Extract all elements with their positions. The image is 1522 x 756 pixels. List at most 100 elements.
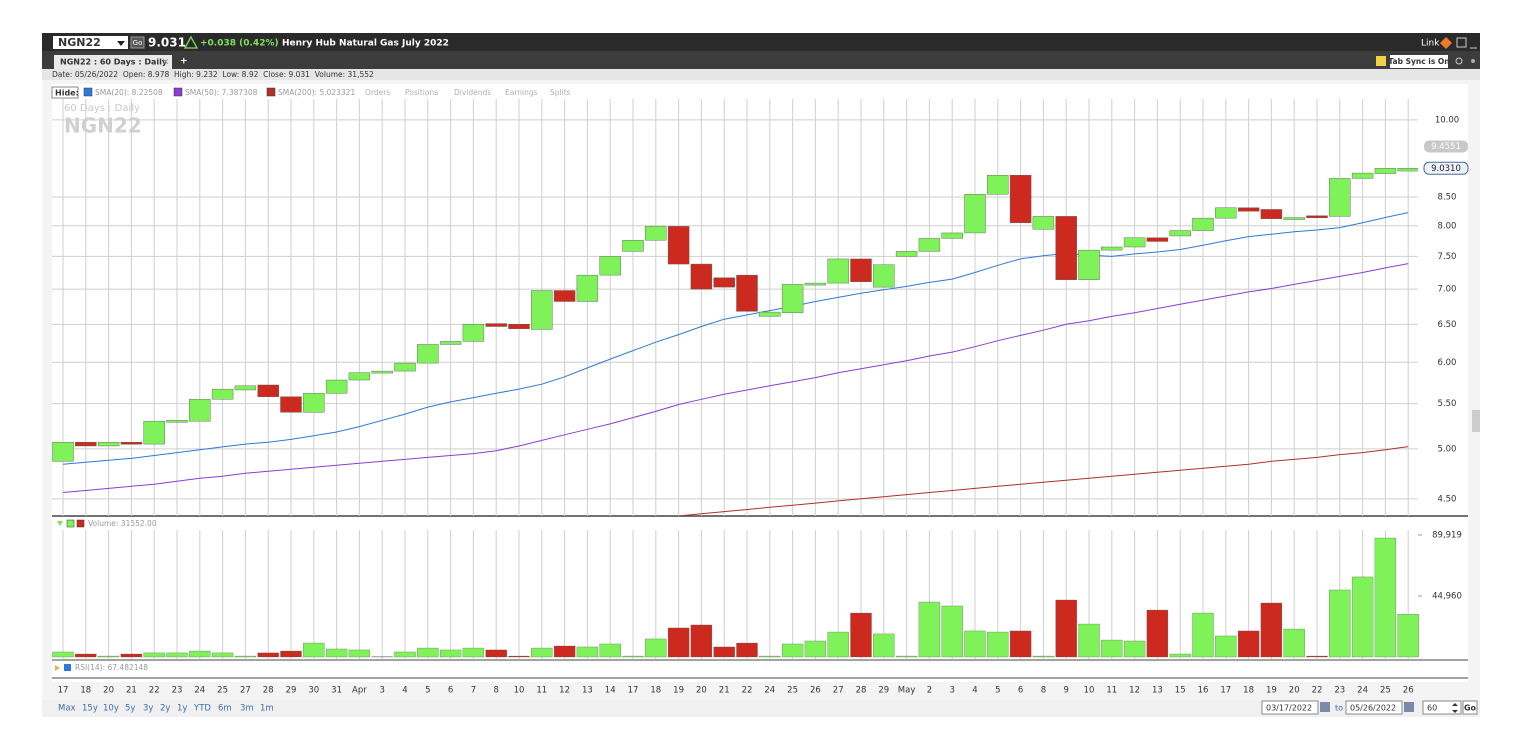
x-tick-label: 31 bbox=[331, 686, 342, 696]
volume-bar bbox=[1032, 655, 1055, 658]
volume-bar bbox=[987, 631, 1009, 658]
candle-body bbox=[599, 256, 621, 276]
x-tick-label: 28 bbox=[856, 686, 867, 696]
legend-link[interactable]: Earnings bbox=[505, 88, 538, 97]
range-link[interactable]: Max bbox=[58, 704, 76, 714]
hide-button[interactable] bbox=[51, 86, 79, 99]
from-date-box[interactable] bbox=[1261, 700, 1319, 715]
x-tick-label: 8 bbox=[1041, 686, 1046, 696]
candle-body bbox=[1351, 172, 1374, 179]
x-tick-label: 12 bbox=[559, 686, 570, 696]
range-link[interactable]: 6m bbox=[218, 704, 232, 714]
volume-bar bbox=[918, 601, 941, 658]
x-tick-label: 10 bbox=[1084, 686, 1095, 696]
volume-bar bbox=[804, 640, 827, 658]
volume-bar bbox=[1146, 609, 1169, 658]
candle-body bbox=[1306, 215, 1328, 219]
x-tick-label: 24 bbox=[194, 686, 205, 696]
x-tick-label: 3 bbox=[949, 686, 954, 696]
range-link[interactable]: 3y bbox=[143, 704, 153, 714]
x-tick-label: 17 bbox=[1220, 686, 1231, 696]
change: +0.038 (0.42%) bbox=[200, 39, 279, 49]
tab[interactable] bbox=[54, 55, 172, 69]
count-box[interactable] bbox=[1422, 700, 1462, 715]
volume-bar bbox=[622, 655, 644, 658]
x-tick-label: 10 bbox=[514, 686, 525, 696]
link-icon[interactable] bbox=[1440, 37, 1452, 49]
popout-icon[interactable] bbox=[1456, 37, 1467, 48]
add-tab[interactable]: + bbox=[180, 57, 188, 67]
volume-bar bbox=[52, 651, 74, 658]
range-link[interactable]: 1y bbox=[177, 704, 187, 714]
sync-label[interactable]: Tab Sync is On bbox=[1388, 57, 1449, 66]
link-label[interactable]: Link bbox=[1421, 39, 1440, 49]
volume-bar bbox=[325, 648, 348, 658]
sync-button[interactable] bbox=[1390, 55, 1448, 68]
range-link[interactable]: YTD bbox=[193, 704, 211, 714]
x-tick-label: 18 bbox=[650, 686, 661, 696]
x-tick-label: 6 bbox=[1018, 686, 1023, 696]
count[interactable]: 60 bbox=[1427, 704, 1437, 713]
range-link[interactable]: 1m bbox=[260, 704, 274, 714]
to-date-box[interactable] bbox=[1345, 700, 1403, 715]
from-date[interactable]: 03/17/2022 bbox=[1266, 704, 1312, 713]
candle-body bbox=[211, 388, 234, 400]
candle-body bbox=[918, 238, 941, 252]
range-link[interactable]: 10y bbox=[103, 704, 119, 714]
candle-body bbox=[1101, 246, 1123, 251]
hide-label[interactable]: Hide: bbox=[55, 89, 79, 98]
collapse-icon[interactable] bbox=[57, 521, 63, 526]
x-tick-label: 30 bbox=[308, 686, 319, 696]
legend-link[interactable]: Positions bbox=[405, 88, 438, 97]
x-tick-label: 27 bbox=[240, 686, 251, 696]
y-tick-label: 7.00 bbox=[1438, 285, 1457, 295]
candle-body bbox=[736, 274, 758, 312]
y-tick-label: 4.50 bbox=[1438, 494, 1457, 504]
x-tick-label: 19 bbox=[673, 686, 684, 696]
go-button[interactable] bbox=[130, 36, 145, 49]
calendar-icon[interactable] bbox=[1404, 702, 1414, 712]
candle-body bbox=[1169, 230, 1191, 237]
legend-link[interactable]: Orders bbox=[365, 88, 390, 97]
expand-icon[interactable] bbox=[55, 665, 60, 671]
x-tick-label: 17 bbox=[58, 686, 69, 696]
calendar-icon[interactable] bbox=[1320, 702, 1330, 712]
symbol[interactable]: NGN22 bbox=[58, 36, 101, 49]
go-label[interactable]: Go bbox=[133, 39, 143, 47]
x-tick-label: 4 bbox=[972, 686, 977, 696]
price-label-box bbox=[1424, 140, 1468, 153]
range-link[interactable]: 3m bbox=[240, 704, 254, 714]
go-button[interactable] bbox=[1462, 700, 1478, 715]
settings-icon[interactable] bbox=[1455, 57, 1463, 65]
x-tick-label: 7 bbox=[471, 686, 476, 696]
range-link[interactable]: 2y bbox=[160, 704, 170, 714]
dropdown[interactable] bbox=[117, 41, 125, 46]
legend-link[interactable]: Dividends bbox=[454, 88, 491, 97]
tab-label[interactable]: NGN22 : 60 Days : Daily bbox=[60, 58, 168, 67]
scroll-tab[interactable] bbox=[1472, 410, 1480, 432]
help-icon[interactable] bbox=[1471, 59, 1475, 63]
price-label: 9.0310 bbox=[1431, 164, 1461, 174]
legend-link[interactable]: Splits bbox=[550, 88, 571, 97]
candle-body bbox=[166, 420, 188, 423]
candle-body bbox=[75, 442, 97, 447]
tab-close[interactable] bbox=[162, 58, 169, 65]
volume-bar bbox=[667, 627, 690, 658]
symbol-box[interactable] bbox=[53, 36, 128, 49]
x-tick-label: 23 bbox=[172, 686, 183, 696]
to-date[interactable]: 05/26/2022 bbox=[1350, 704, 1396, 713]
candle-body bbox=[1260, 209, 1283, 219]
candle-body bbox=[941, 232, 963, 239]
candle-body bbox=[1215, 207, 1237, 219]
range-link[interactable]: 15y bbox=[82, 704, 98, 714]
range-link[interactable]: 5y bbox=[125, 704, 135, 714]
sync-icon bbox=[1376, 56, 1386, 66]
spinner[interactable] bbox=[1452, 703, 1458, 713]
volume-bar bbox=[75, 653, 97, 658]
last-price: 9.031 bbox=[148, 36, 186, 50]
go-label[interactable]: Go bbox=[1464, 704, 1477, 713]
volume-bar bbox=[895, 655, 918, 658]
x-tick-label: 2 bbox=[927, 686, 932, 696]
candle-body bbox=[804, 282, 827, 286]
candle-body bbox=[234, 385, 257, 391]
